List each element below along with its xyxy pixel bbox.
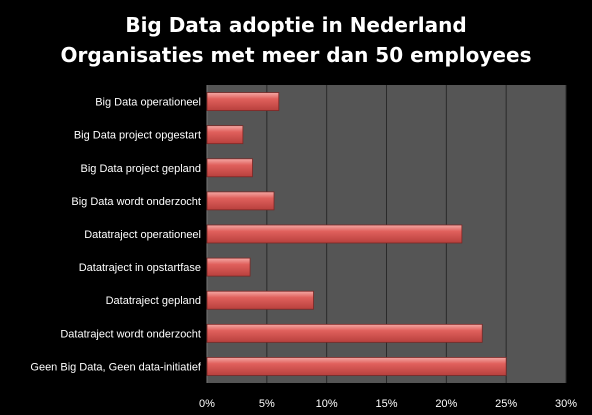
x-tick-label: 5% (259, 398, 275, 410)
x-tick-label: 20% (435, 398, 457, 410)
y-category-label: Geen Big Data, Geen data-initiatief (30, 361, 202, 373)
x-tick-label: 15% (375, 398, 397, 410)
bar (206, 323, 483, 343)
y-category-label: Big Data project gepland (81, 163, 201, 175)
bar (206, 224, 463, 244)
bar (206, 125, 244, 145)
bar (206, 257, 251, 277)
bar (206, 191, 275, 211)
y-category-label: Datatraject operationeel (84, 229, 201, 241)
y-category-label: Datatraject gepland (106, 295, 201, 307)
chart-subtitle: Organisaties met meer dan 50 employees (60, 43, 532, 67)
bar (206, 290, 314, 310)
x-tick-label: 0% (199, 398, 215, 410)
bar (206, 92, 280, 111)
bar (206, 158, 253, 178)
y-category-label: Big Data wordt onderzocht (71, 196, 201, 208)
x-tick-label: 25% (495, 398, 517, 410)
y-category-label: Datatraject wordt onderzocht (60, 328, 201, 340)
y-category-label: Datatraject in opstartfase (79, 262, 201, 274)
bar (206, 357, 507, 376)
chart-title: Big Data adoptie in Nederland (125, 13, 467, 37)
y-category-label: Big Data project opgestart (74, 130, 201, 142)
x-tick-label: 30% (555, 398, 577, 410)
x-tick-label: 10% (316, 398, 338, 410)
y-category-label: Big Data operationeel (95, 97, 201, 109)
